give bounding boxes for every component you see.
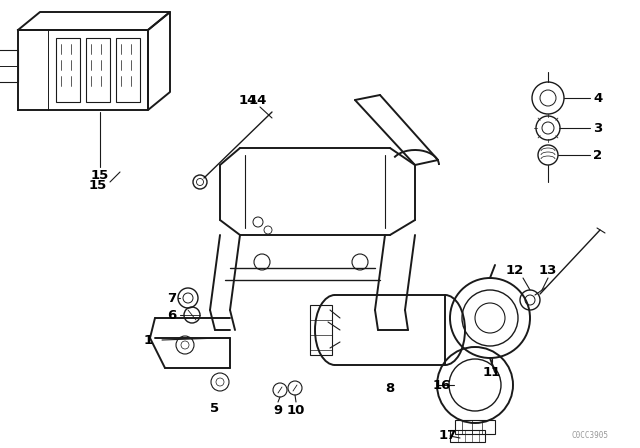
Bar: [450, 430, 485, 442]
Text: 10: 10: [287, 404, 305, 417]
Text: 3: 3: [593, 121, 603, 134]
Text: 2: 2: [593, 148, 603, 161]
Bar: [310, 305, 332, 355]
Text: 7: 7: [168, 292, 177, 305]
Bar: [56, 38, 80, 102]
Text: 15: 15: [91, 168, 109, 181]
Text: 17: 17: [439, 428, 457, 441]
Text: 14: 14: [239, 94, 257, 107]
Text: 13: 13: [539, 263, 557, 276]
Text: 14: 14: [249, 94, 267, 107]
Bar: [86, 38, 110, 102]
Text: 1: 1: [143, 333, 152, 346]
Bar: [455, 420, 495, 434]
Text: 5: 5: [211, 401, 220, 414]
Text: C0CC3905: C0CC3905: [572, 431, 609, 439]
Text: 8: 8: [385, 382, 395, 395]
Text: 6: 6: [168, 309, 177, 322]
Text: 11: 11: [483, 366, 501, 379]
Text: 16: 16: [433, 379, 451, 392]
Text: 15: 15: [89, 178, 107, 191]
Bar: [0, 50, 18, 82]
Text: 4: 4: [593, 91, 603, 104]
Text: 12: 12: [506, 263, 524, 276]
Bar: [116, 38, 140, 102]
Text: 9: 9: [273, 404, 283, 417]
